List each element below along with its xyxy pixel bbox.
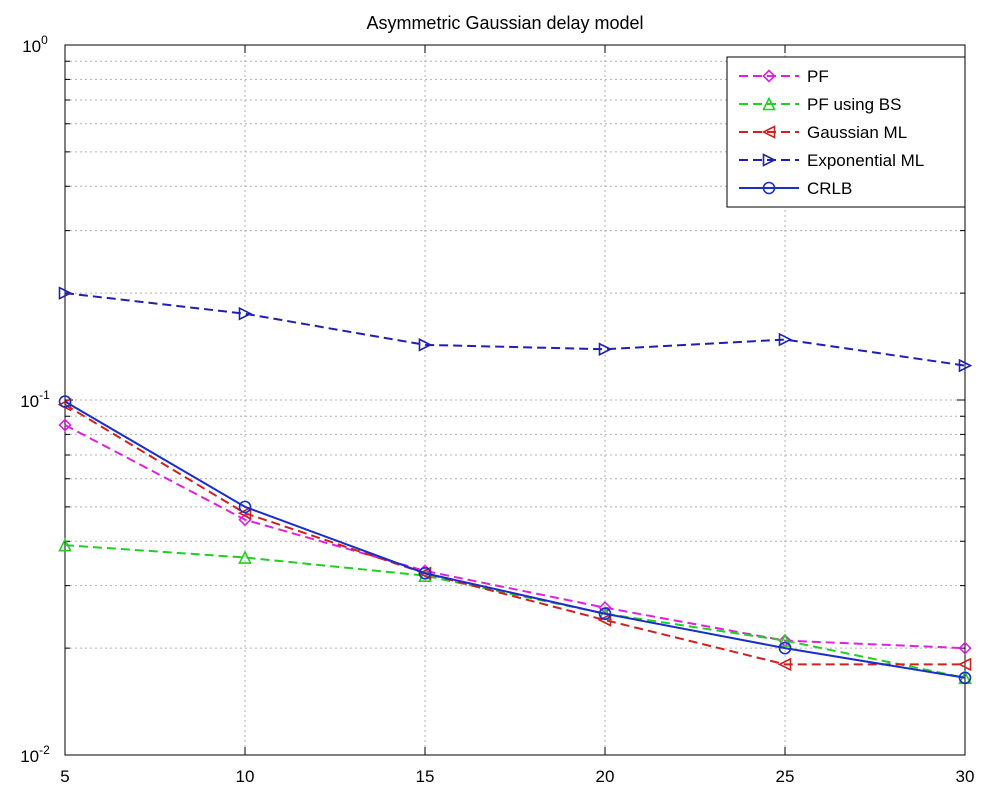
- legend-item: Gaussian ML: [739, 123, 907, 142]
- data-point: [58, 537, 72, 552]
- legend-label: Gaussian ML: [807, 123, 907, 142]
- data-point: [958, 641, 972, 655]
- y-tick-label: 100: [22, 33, 48, 56]
- x-tick-label: 15: [416, 767, 435, 786]
- data-point: [778, 633, 792, 647]
- legend-marker: [761, 125, 776, 139]
- data-point: [58, 286, 73, 300]
- legend-marker: [762, 96, 776, 111]
- series-exponential-ml: [58, 286, 973, 373]
- series-line: [64, 400, 966, 679]
- legend-item: Exponential ML: [739, 151, 924, 170]
- legend-item: PF: [739, 67, 829, 86]
- y-tick-label: 10-2: [20, 743, 50, 766]
- data-point: [958, 671, 972, 685]
- series-line: [64, 292, 966, 367]
- series-line: [64, 403, 965, 666]
- data-point: [418, 338, 433, 352]
- data-point: [237, 506, 252, 520]
- data-point: [238, 306, 253, 321]
- legend-marker: [762, 69, 776, 83]
- x-tick-label: 20: [596, 767, 615, 786]
- legend-label: PF: [807, 67, 829, 86]
- chart-title: Asymmetric Gaussian delay model: [366, 13, 643, 33]
- data-point: [598, 607, 612, 621]
- y-tick-label: 10-1: [20, 388, 50, 411]
- data-point: [777, 657, 792, 672]
- series-line: [64, 424, 966, 650]
- data-point: [778, 641, 792, 655]
- data-point: [418, 566, 432, 580]
- legend-box: [726, 56, 966, 208]
- data-point: [958, 358, 973, 373]
- series-crlb: [58, 395, 972, 685]
- data-point: [778, 332, 793, 347]
- legend-label: Exponential ML: [807, 151, 924, 170]
- legend-label: PF using BS: [807, 95, 902, 114]
- grid: [65, 45, 965, 755]
- data-point: [58, 395, 72, 408]
- x-tick-label: 25: [776, 767, 795, 786]
- legend-item: PF using BS: [739, 95, 902, 114]
- data-point: [597, 613, 612, 627]
- data-point: [598, 342, 613, 357]
- data-point: [58, 418, 72, 432]
- legend-marker: [762, 153, 777, 167]
- legend-marker: [762, 181, 776, 195]
- x-tick-label: 10: [236, 767, 255, 786]
- legend-label: CRLB: [807, 179, 852, 198]
- legend: PF PF using BS Gaussian ML Exponential ML CR…: [726, 56, 966, 208]
- data-point: [238, 550, 252, 564]
- data-point: [418, 568, 432, 582]
- data-point: [238, 500, 252, 514]
- series-group: [57, 286, 973, 685]
- axis-ticks: 5 10 15 20 25 30 100 10-1 10-2: [20, 33, 974, 786]
- data-point: [957, 657, 972, 672]
- series-line: [64, 544, 966, 679]
- x-tick-label: 30: [956, 767, 975, 786]
- x-tick-label: 5: [60, 767, 69, 786]
- legend-item: CRLB: [739, 179, 852, 198]
